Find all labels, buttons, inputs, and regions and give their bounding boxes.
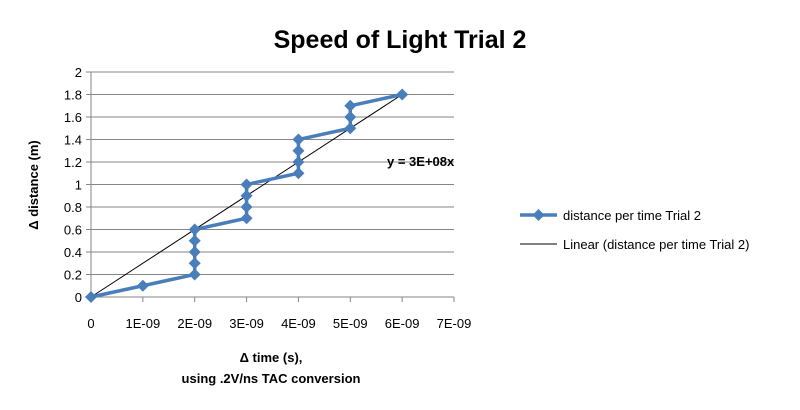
data-point [396,88,409,101]
chart-title: Speed of Light Trial 2 [274,26,527,54]
y-tick-label: 1.8 [64,88,82,103]
legend-series-label: distance per time Trial 2 [563,208,701,223]
y-tick-label: 0.8 [64,200,82,215]
x-tick-label: 0 [87,316,94,331]
y-tick-label: 1 [75,178,82,193]
y-axis-label: Δ distance (m) [26,140,41,230]
axes [86,71,455,302]
data-point [344,122,357,135]
data-point [188,234,201,247]
data-point [188,257,201,270]
y-tick-label: 1.6 [64,110,82,125]
data-point [292,167,305,180]
data-point [240,201,253,213]
y-tick-label: 0.2 [64,268,82,283]
y-tick-label: 2 [75,65,82,80]
data-point [344,99,357,112]
x-axis-label: Δ time (s), [240,350,303,365]
data-point [85,291,97,303]
x-tick-label: 2E-09 [177,316,212,331]
y-tick-label: 0 [75,290,82,305]
x-tick-label: 3E-09 [229,316,264,331]
data-point [188,223,201,236]
legend-trendline-label: Linear (distance per time Trial 2) [563,237,749,252]
trendline-equation: y = 3E+08x [387,154,455,169]
x-axis-label-line2: using .2V/ns TAC conversion [182,371,361,386]
data-point [240,178,253,191]
legend: distance per time Trial 2 Linear (distan… [520,208,749,252]
x-tick-label: 5E-09 [333,316,368,331]
y-tick-label: 1.4 [64,133,82,148]
gridlines [91,71,454,275]
data-point [292,133,305,146]
y-tick-label: 0.4 [64,245,82,260]
data-point [292,144,305,157]
data-point [188,246,201,258]
data-point [240,212,253,225]
data-point [188,268,201,281]
data-point [240,189,253,202]
x-tick-label: 7E-09 [437,316,472,331]
data-points [85,88,409,303]
x-tick-label: 6E-09 [385,316,420,331]
y-tick-label: 0.6 [64,223,82,238]
x-tick-label: 4E-09 [281,316,316,331]
y-tick-label: 1.2 [64,155,82,170]
data-point [136,279,149,292]
tick-labels: 0 0.2 0.4 0.6 0.8 1 1.2 1.4 1.6 1.8 2 0 1E-09 2E-09 3E… [64,65,471,331]
data-point [292,156,305,168]
legend-series-marker [532,209,545,221]
data-point [344,111,357,123]
x-tick-label: 1E-09 [126,316,161,331]
